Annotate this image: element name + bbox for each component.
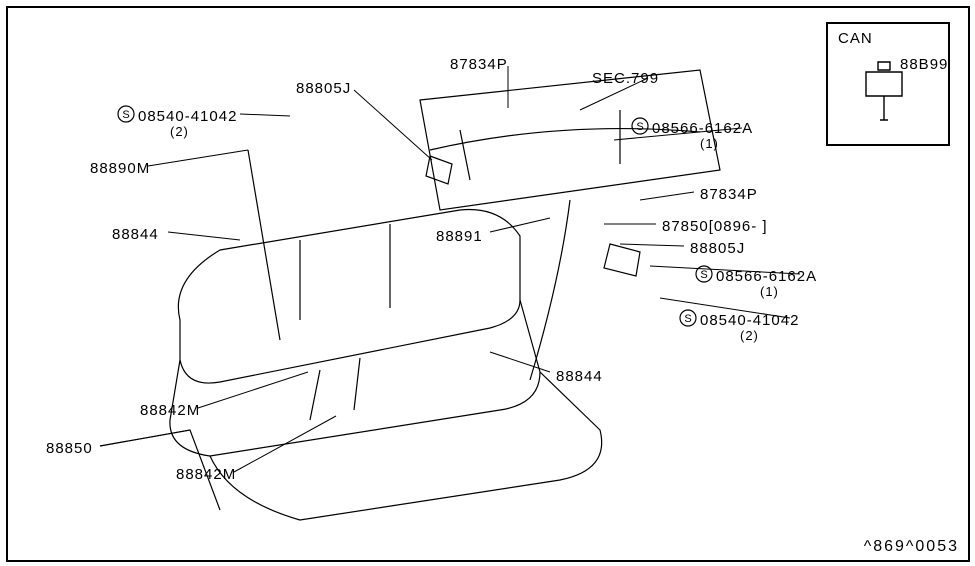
label-sec799: SEC.799: [592, 70, 659, 87]
svg-text:S: S: [684, 313, 691, 325]
label-88842M-b: 88842M: [176, 466, 236, 483]
label-08566-a: 08566-6162A: [652, 120, 753, 137]
label-08566-b: 08566-6162A: [716, 268, 817, 285]
svg-text:S: S: [122, 109, 129, 121]
drawing-number: ^869^0053: [864, 538, 959, 556]
inset-title: CAN: [838, 30, 873, 47]
label-88805J-top: 88805J: [296, 80, 351, 97]
svg-text:S: S: [700, 269, 707, 281]
label-87834P-top: 87834P: [450, 56, 508, 73]
label-08566-b-qty: (1): [760, 284, 779, 299]
label-88844-b: 88844: [556, 368, 603, 385]
label-08540-b-qty: (2): [740, 328, 759, 343]
label-88850: 88850: [46, 440, 93, 457]
label-88891: 88891: [436, 228, 483, 245]
label-87850: 87850[0896- ]: [662, 218, 768, 235]
label-08540-a: 08540-41042: [138, 108, 237, 125]
label-08540-a-qty: (2): [170, 124, 189, 139]
label-88805J-b: 88805J: [690, 240, 745, 257]
label-87834P-b: 87834P: [700, 186, 758, 203]
svg-text:S: S: [636, 121, 643, 133]
label-88890M: 88890M: [90, 160, 150, 177]
inset-part: 88B99: [900, 56, 948, 73]
label-88842M-a: 88842M: [140, 402, 200, 419]
label-08540-b: 08540-41042: [700, 312, 799, 329]
label-88844-a: 88844: [112, 226, 159, 243]
label-08566-a-qty: (1): [700, 136, 719, 151]
diagram-svg: S S S S: [0, 0, 975, 566]
